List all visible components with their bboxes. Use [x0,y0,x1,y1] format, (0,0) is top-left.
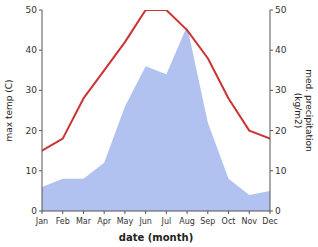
x-tick-label: Oct [222,217,236,226]
x-tick [62,211,63,214]
y2-tick-label: 10 [275,166,287,176]
x-tick-label: Mar [76,217,92,226]
x-tick-label: Sep [200,217,215,226]
x-tick-label: Jul [161,217,172,226]
x-tick [207,211,208,214]
y2-tick [270,170,273,171]
y2-tick-label: 0 [275,206,281,216]
y-tick-label: 0 [31,206,37,216]
y2-tick [270,10,273,11]
x-tick [83,211,84,214]
x-tick [249,211,250,214]
x-tick-label: May [117,217,134,226]
y-tick [39,170,42,171]
y2-tick [270,130,273,131]
x-tick [104,211,105,214]
y2-axis-title: med. precipitation(kg/m2) [293,69,314,151]
y2-tick-label: 20 [275,126,287,136]
x-tick-label: Aug [179,217,195,226]
y2-tick-label: 50 [275,5,287,15]
x-tick [228,211,229,214]
y-tick [39,130,42,131]
x-tick-label: Jun [138,217,152,226]
temperature-line [42,10,270,151]
x-tick [145,211,146,214]
y2-tick [270,50,273,51]
y-axis-line [42,10,43,211]
x-tick [166,211,167,214]
y2-axis-line [270,10,271,211]
x-tick-label: Apr [97,217,112,226]
chart-svg: 0 10 20 30 40 50 0 10 20 30 40 50 Jan Feb Mar Apr May Jun… [0,0,318,247]
y2-axis-title-line: (kg/m2) [293,93,303,128]
y-tick-label: 10 [26,166,38,176]
x-tick-label: Feb [56,217,70,226]
chart-container: 0 10 20 30 40 50 0 10 20 30 40 50 Jan Feb Mar Apr May Jun… [0,0,318,247]
y-tick-label: 30 [26,85,38,95]
x-axis-title: date (month) [119,232,193,243]
plot-area [42,10,270,211]
x-tick-label: Jan [35,217,48,226]
x-tick [270,211,271,214]
x-tick [124,211,125,214]
y2-tick-label: 30 [275,85,287,95]
y-axis-title: max temp (C) [4,79,14,141]
y-tick-label: 40 [26,45,38,55]
y2-tick [270,90,273,91]
x-tick [187,211,188,214]
y-tick [39,50,42,51]
y-tick [39,10,42,11]
x-tick-label: Dec [262,217,277,226]
x-tick [42,211,43,214]
precipitation-area [42,26,270,211]
y2-axis-title-line: med. precipitation [304,69,314,151]
y-tick [39,90,42,91]
y-tick-label: 20 [26,126,38,136]
y2-tick-label: 40 [275,45,287,55]
y-tick-label: 50 [26,5,38,15]
x-tick-label: Nov [241,217,257,226]
x-axis-line [42,211,270,212]
